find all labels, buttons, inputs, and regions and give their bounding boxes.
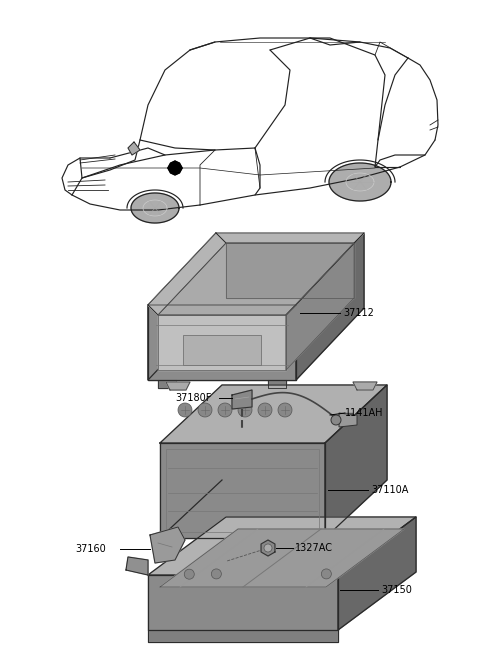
Polygon shape [148, 233, 226, 315]
Polygon shape [128, 142, 140, 155]
Polygon shape [158, 315, 286, 370]
Polygon shape [160, 529, 404, 587]
Polygon shape [339, 413, 357, 427]
Polygon shape [338, 517, 416, 630]
Polygon shape [148, 517, 416, 575]
Circle shape [322, 569, 331, 579]
Polygon shape [148, 305, 296, 380]
Polygon shape [148, 630, 338, 642]
Circle shape [331, 415, 341, 425]
Text: 37110A: 37110A [371, 485, 408, 495]
Text: 37150: 37150 [381, 585, 412, 595]
Polygon shape [131, 193, 179, 223]
Circle shape [218, 403, 232, 417]
Polygon shape [296, 233, 364, 380]
Polygon shape [158, 243, 354, 315]
Polygon shape [148, 305, 296, 315]
Polygon shape [325, 385, 387, 538]
Polygon shape [261, 540, 275, 556]
Polygon shape [232, 390, 252, 409]
Circle shape [211, 569, 221, 579]
Circle shape [258, 403, 272, 417]
Polygon shape [216, 233, 364, 243]
Text: 37112: 37112 [343, 308, 374, 318]
Polygon shape [160, 385, 387, 443]
Polygon shape [268, 380, 286, 388]
Polygon shape [168, 161, 182, 175]
Polygon shape [286, 243, 354, 370]
Circle shape [178, 403, 192, 417]
Polygon shape [353, 382, 377, 390]
Circle shape [184, 569, 194, 579]
Circle shape [238, 403, 252, 417]
Polygon shape [160, 443, 325, 538]
Polygon shape [150, 527, 185, 563]
Polygon shape [166, 382, 190, 390]
Circle shape [198, 403, 212, 417]
Text: 37180F: 37180F [175, 393, 211, 403]
Bar [166, 449, 319, 532]
Polygon shape [286, 233, 364, 315]
Circle shape [278, 403, 292, 417]
Text: 1327AC: 1327AC [295, 543, 333, 553]
Text: 1141AH: 1141AH [345, 408, 384, 418]
Text: 37160: 37160 [75, 544, 106, 554]
Bar [183, 335, 261, 365]
Polygon shape [329, 163, 391, 201]
Polygon shape [158, 380, 176, 388]
Polygon shape [226, 243, 354, 298]
Polygon shape [148, 575, 338, 630]
Polygon shape [126, 557, 148, 575]
Polygon shape [148, 233, 216, 380]
Circle shape [264, 544, 272, 552]
